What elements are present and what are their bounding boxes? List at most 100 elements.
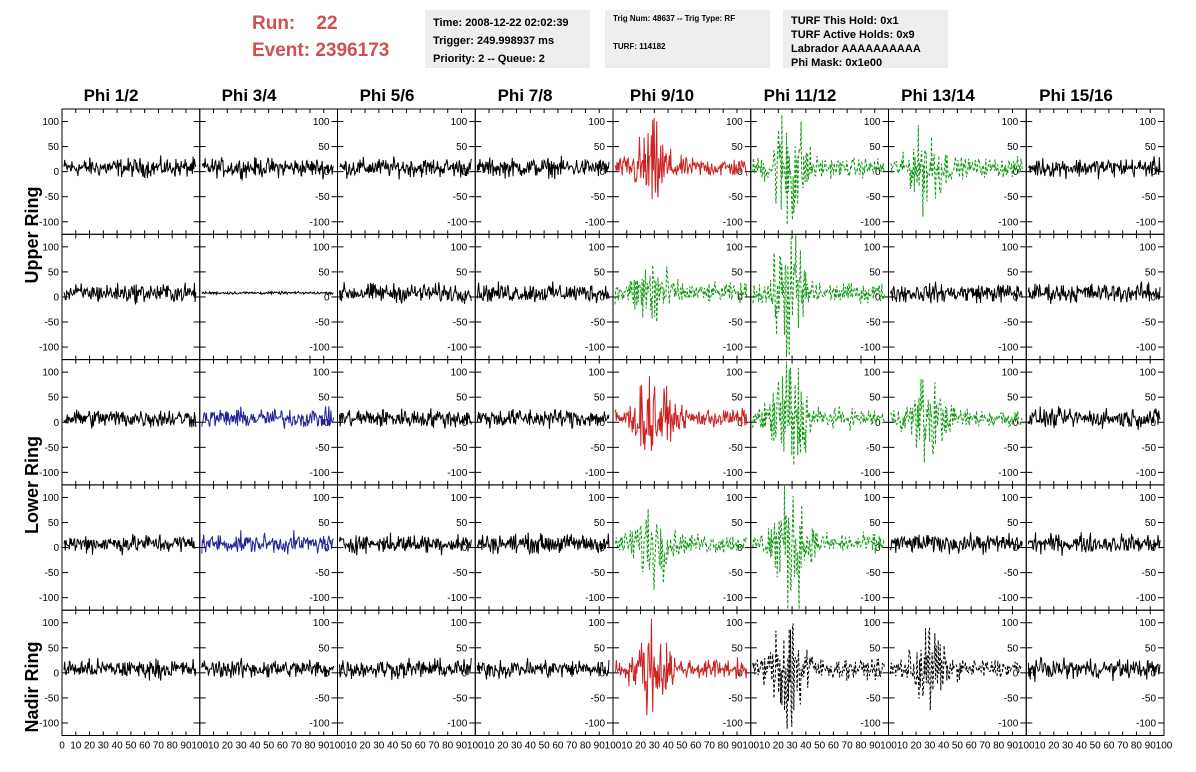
y-tick-label: -100	[1136, 343, 1156, 354]
y-tick-label: 50	[869, 518, 881, 529]
waveform-trace	[890, 125, 1023, 217]
y-tick-label: 100	[588, 117, 605, 128]
x-tick-label: 90	[1145, 741, 1157, 752]
y-tick-label: -50	[866, 443, 881, 454]
y-tick-label: 50	[48, 643, 60, 654]
x-tick-label: 60	[415, 741, 427, 752]
y-tick-label: 0	[53, 292, 59, 303]
plot-frame	[61, 609, 201, 737]
x-tick-label: 40	[525, 741, 537, 752]
x-tick-label: 60	[139, 741, 151, 752]
x-tick-label: 40	[938, 741, 950, 752]
x-tick-label: 80	[993, 741, 1005, 752]
y-tick-label: -100	[447, 217, 467, 228]
y-tick-label: -50	[1004, 568, 1019, 579]
x-tick-label: 90	[869, 741, 881, 752]
x-tick-label: 70	[842, 741, 854, 752]
y-tick-label: 100	[864, 493, 881, 504]
x-tick-label: 30	[98, 741, 110, 752]
run-value: 22	[316, 13, 338, 34]
y-tick-label: -100	[860, 217, 880, 228]
time-text: Time: 2008-12-22 02:02:39	[433, 17, 569, 29]
y-tick-label: 100	[1139, 242, 1156, 253]
run-event-display: Run: 22 Event: 2396173	[252, 10, 389, 64]
y-tick-label: 100	[313, 618, 330, 629]
waveform-trace	[1027, 656, 1161, 682]
waveform-trace	[476, 281, 610, 304]
y-tick-label: -100	[723, 217, 743, 228]
y-tick-label: -100	[585, 217, 605, 228]
y-tick-label: -100	[723, 343, 743, 354]
x-tick-label: 80	[1131, 741, 1143, 752]
x-tick-label: 20	[84, 741, 96, 752]
x-tick-label: 20	[359, 741, 371, 752]
y-tick-label: -50	[1004, 318, 1019, 329]
y-tick-label: -50	[728, 443, 743, 454]
x-tick-label: 100	[191, 741, 208, 752]
x-tick-label: 40	[249, 741, 261, 752]
y-tick-label: 100	[726, 618, 743, 629]
y-tick-label: 50	[594, 643, 606, 654]
y-tick-label: 100	[1002, 117, 1019, 128]
y-tick-label: 50	[456, 393, 468, 404]
y-tick-label: 50	[48, 518, 60, 529]
y-tick-label: 50	[1145, 142, 1157, 153]
y-tick-label: 100	[42, 117, 59, 128]
y-tick-label: 50	[594, 393, 606, 404]
y-tick-label: 0	[53, 543, 59, 554]
y-tick-label: -50	[866, 693, 881, 704]
x-tick-label: 60	[552, 741, 564, 752]
x-tick-label: 20	[222, 741, 234, 752]
y-tick-label: 0	[875, 418, 881, 429]
y-tick-label: -100	[585, 718, 605, 729]
waveform-trace	[890, 627, 1023, 711]
y-tick-label: -50	[1004, 443, 1019, 454]
run-row: Run: 22	[252, 10, 389, 37]
waveform-trace	[1027, 281, 1161, 305]
time-info-box: Time: 2008-12-22 02:02:39 Trigger: 249.9…	[425, 10, 590, 68]
trig-num-text: Trig Num: 48637 -- Trig Type: RF	[613, 14, 736, 23]
y-tick-label: 100	[451, 618, 468, 629]
y-tick-label: 50	[732, 393, 744, 404]
waveform-trace	[201, 157, 334, 181]
y-tick-label: -50	[866, 568, 881, 579]
y-tick-label: 50	[318, 267, 330, 278]
trigger-info-box: Trig Num: 48637 -- Trig Type: RF TURF: 1…	[605, 10, 770, 68]
x-tick-label: 0	[59, 741, 65, 752]
event-row: Event: 2396173	[252, 37, 389, 64]
x-tick-label: 50	[263, 741, 275, 752]
y-tick-label: -50	[866, 318, 881, 329]
waveform-trace	[1027, 532, 1161, 556]
y-tick-label: -100	[39, 718, 59, 729]
y-tick-label: -100	[723, 593, 743, 604]
y-tick-label: 100	[42, 242, 59, 253]
phi-header-8: Phi 15/16	[1039, 86, 1113, 105]
y-tick-label: 0	[599, 668, 605, 679]
x-tick-label: 50	[676, 741, 688, 752]
y-tick-label: 0	[324, 292, 330, 303]
x-tick-label: 20	[910, 741, 922, 752]
y-tick-label: -100	[998, 468, 1018, 479]
y-tick-label: 100	[588, 368, 605, 379]
x-tick-label: 40	[387, 741, 399, 752]
waveform-trace	[890, 532, 1023, 555]
waveform-trace	[614, 117, 748, 200]
waveform-trace	[201, 406, 334, 429]
y-tick-label: 0	[53, 418, 59, 429]
x-tick-label: 30	[511, 741, 523, 752]
y-tick-label: 50	[732, 267, 744, 278]
y-tick-label: 100	[1139, 618, 1156, 629]
turf-info-box: TURF This Hold: 0x1 TURF Active Holds: 0…	[783, 10, 948, 69]
trigger-text: Trigger: 249.998937 ms	[433, 35, 555, 47]
y-tick-label: -50	[453, 192, 468, 203]
y-tick-label: -100	[309, 718, 329, 729]
y-tick-label: 0	[1150, 292, 1156, 303]
waveform-trace	[339, 156, 472, 180]
waveform-trace	[614, 508, 748, 590]
x-tick-label: 80	[855, 741, 867, 752]
y-tick-label: -50	[45, 192, 60, 203]
y-tick-label: 100	[1002, 242, 1019, 253]
y-tick-label: -50	[453, 318, 468, 329]
turf-text: TURF: 114182	[613, 42, 666, 51]
y-tick-label: -50	[45, 443, 60, 454]
